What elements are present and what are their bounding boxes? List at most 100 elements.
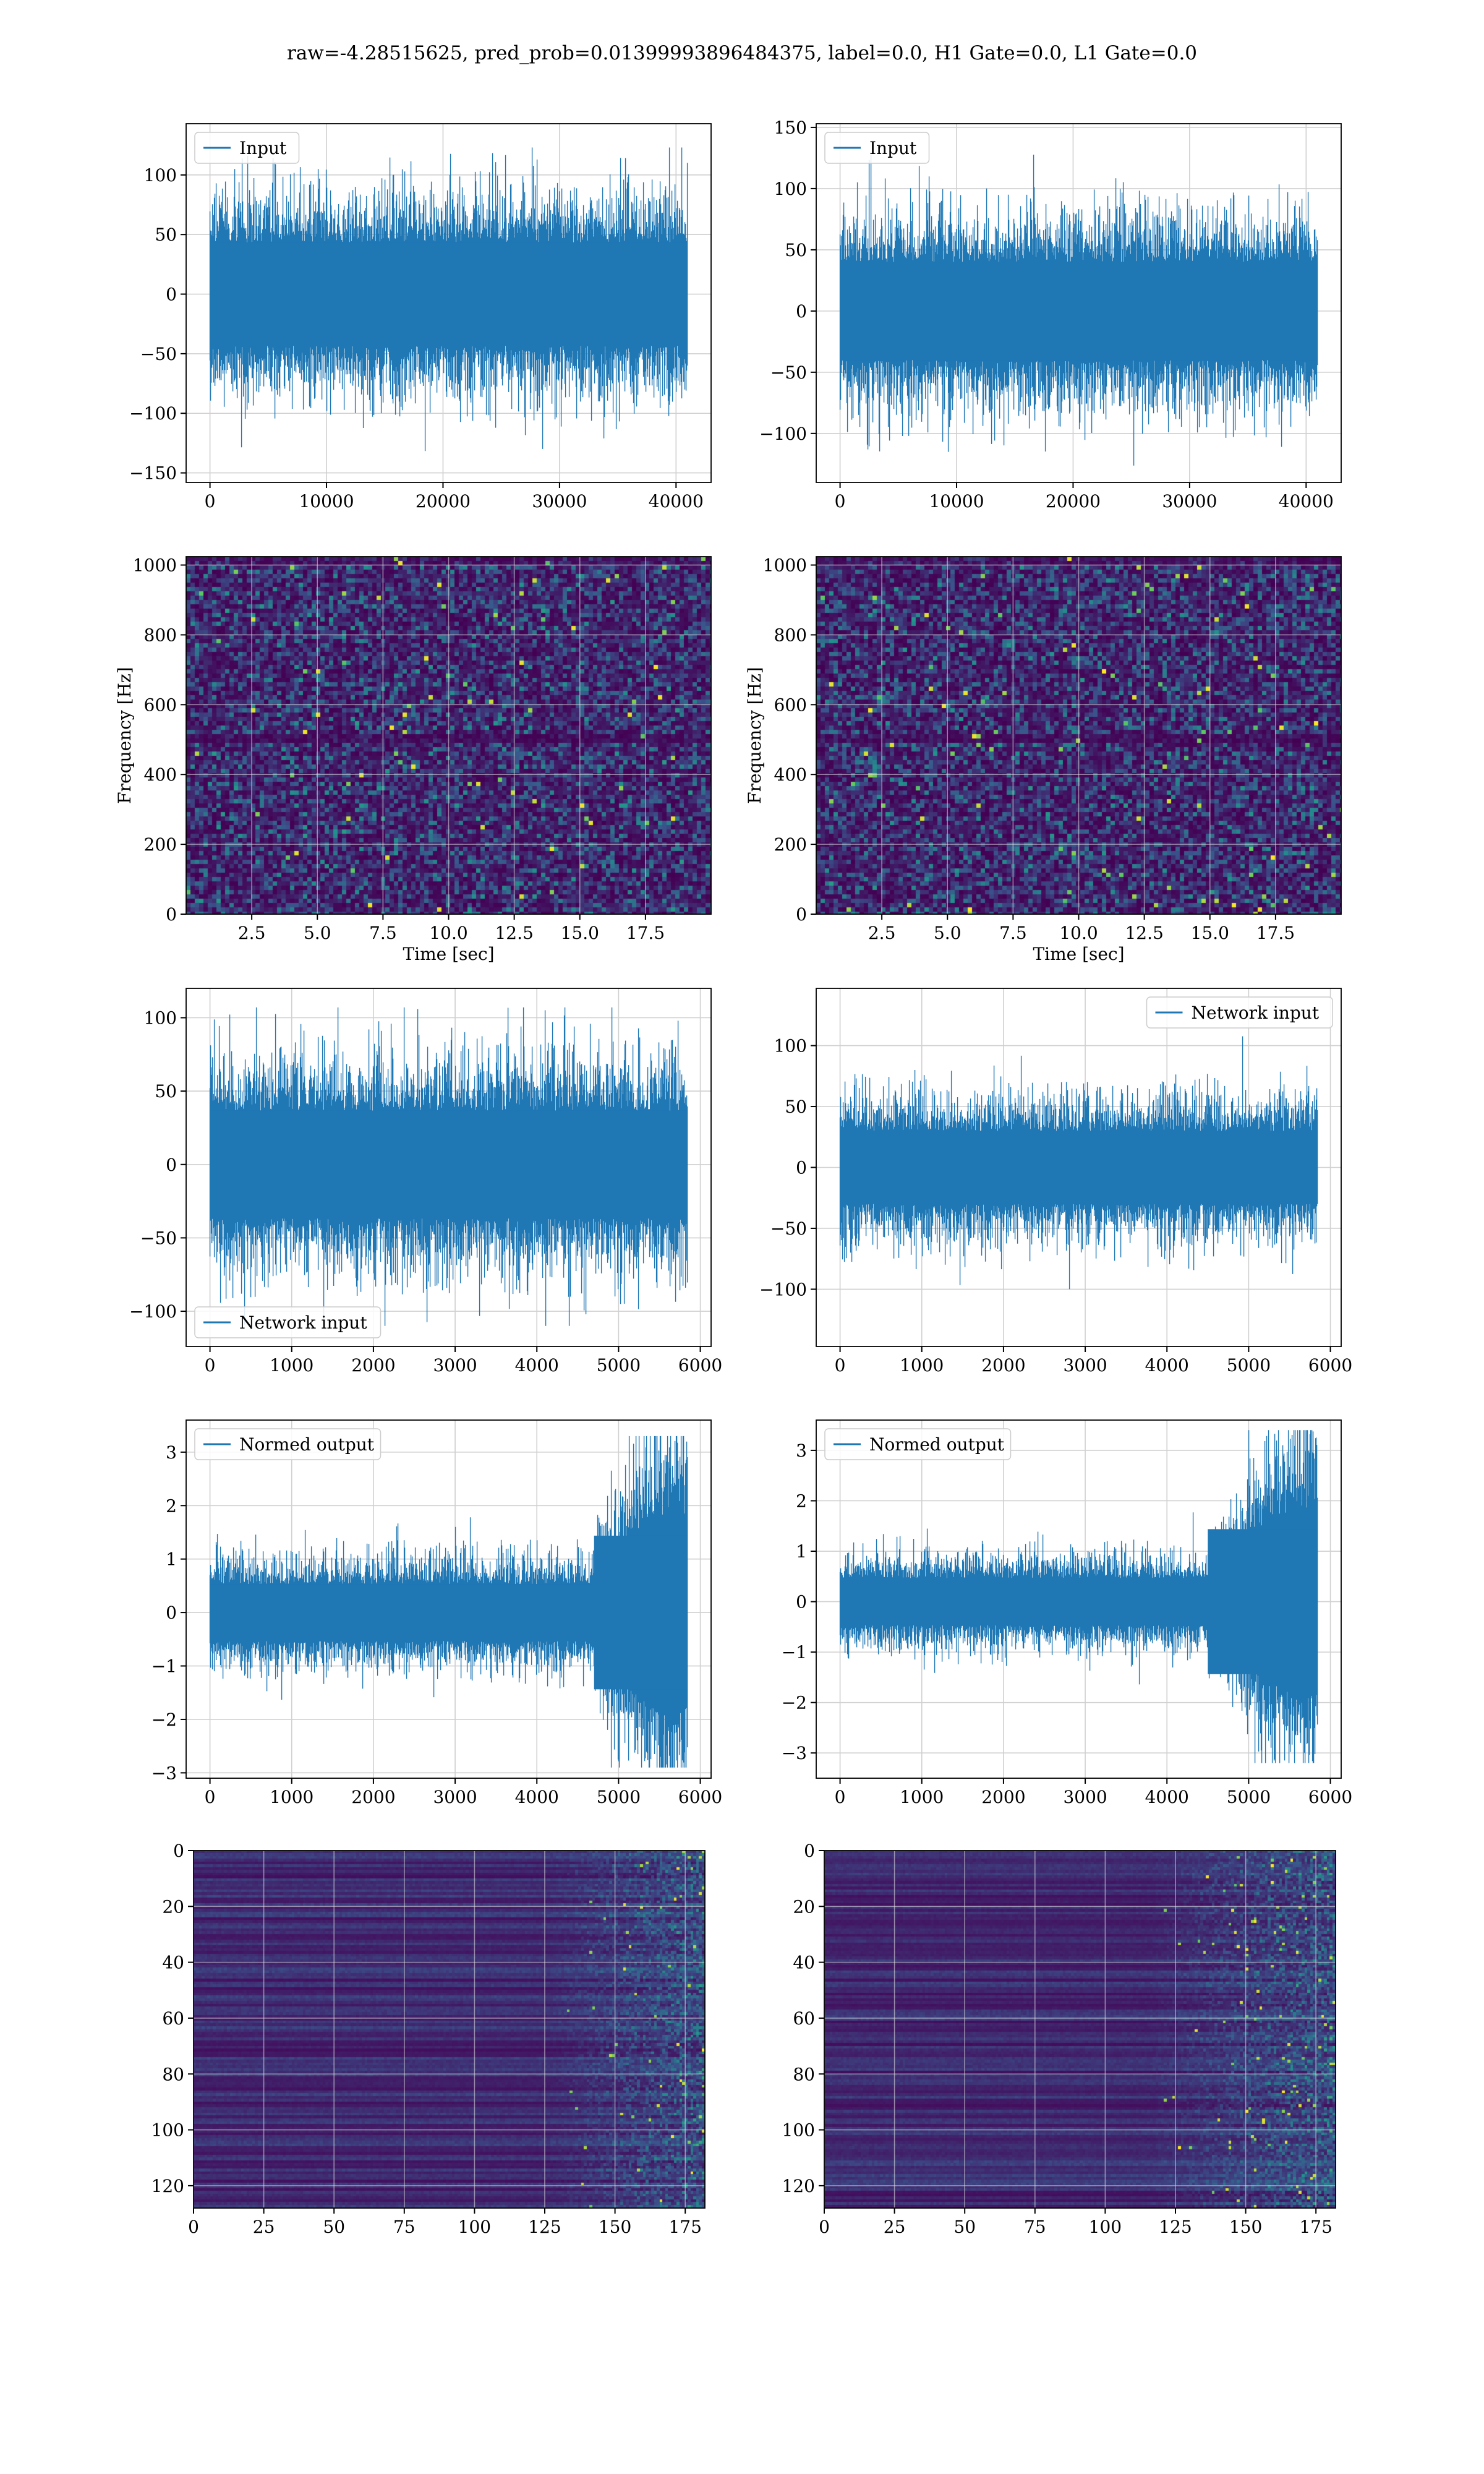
y-tick-label: 0	[166, 1155, 177, 1175]
x-tick-label: 50	[323, 2217, 345, 2237]
chart-l1-network-input: 0 1000 2000 3000 4000 5000 6000 −100 −50 0 50 100 Ne…	[759, 988, 1352, 1376]
legend-frame	[194, 1306, 382, 1338]
y-tick-label: 0	[166, 1603, 177, 1623]
x-tick-label: 4000	[515, 1355, 559, 1376]
axes-frame	[186, 1419, 712, 1779]
chart-l1-normed-output: 0 1000 2000 3000 4000 5000 6000 −3 −2 −1 0 1 2 3 Norme…	[782, 1419, 1352, 1807]
y-tick-label: 40	[162, 1953, 184, 1973]
y-tick-label: 600	[144, 695, 177, 715]
legend-label: Normed output	[239, 1434, 375, 1455]
y-tick-label: 20	[162, 1896, 184, 1917]
y-tick-label: −50	[140, 1228, 177, 1248]
x-tick-label: 2000	[351, 1787, 395, 1807]
axes-frame	[816, 988, 1342, 1347]
series-burst-body	[594, 1535, 688, 1690]
y-tick-label: −50	[770, 362, 807, 383]
x-tick-label: 10000	[299, 491, 354, 511]
heatmap-image	[194, 1851, 705, 2208]
y-tick-label: 0	[796, 1158, 807, 1178]
y-tick-label: −50	[140, 344, 177, 364]
x-tick-label: 5000	[597, 1355, 641, 1376]
x-tick-label: 5000	[1227, 1787, 1271, 1807]
x-tick-label: 10.0	[429, 923, 467, 943]
y-tick-label: 0	[166, 285, 177, 305]
x-tick-label: 30000	[1162, 491, 1217, 511]
chart-h1-network-input: 0 1000 2000 3000 4000 5000 6000 −100 −50 0 50 100 Ne…	[129, 988, 722, 1376]
y-tick-label: −100	[129, 403, 177, 424]
chart-h1-spectrogram: 2.5 5.0 7.5 10.0 12.5 15.0 17.5 0 200 400 600 800 10…	[114, 555, 712, 964]
x-tick-label: 4000	[1145, 1787, 1189, 1807]
series-body	[840, 262, 1318, 361]
x-tick-label: 3000	[1063, 1787, 1107, 1807]
y-tick-label: 200	[144, 834, 177, 855]
x-tick-label: 175	[1299, 2217, 1332, 2237]
y-tick-label: 200	[774, 834, 807, 855]
y-tick-label: 50	[155, 1081, 177, 1102]
y-tick-label: 2	[166, 1496, 177, 1516]
legend-frame	[1146, 996, 1333, 1029]
legend-label: Normed output	[869, 1434, 1005, 1455]
legend-label: Network input	[1192, 1003, 1320, 1023]
axes-frame	[193, 1850, 706, 2209]
x-tick-label: 0	[835, 1787, 846, 1807]
x-tick-label: 0	[835, 1355, 846, 1376]
x-tick-label: 15.0	[561, 923, 599, 943]
x-tick-label: 0	[205, 1787, 216, 1807]
y-tick-label: −1	[151, 1656, 177, 1677]
y-tick-label: 3	[796, 1440, 807, 1461]
y-tick-label: 0	[796, 301, 807, 322]
y-tick-label: 60	[793, 2008, 815, 2029]
x-tick-label: 50	[953, 2217, 976, 2237]
x-tick-label: 3000	[433, 1787, 477, 1807]
x-tick-label: 25	[253, 2217, 275, 2237]
axes-frame	[816, 1419, 1342, 1779]
x-tick-label: 1000	[900, 1787, 944, 1807]
legend-frame	[824, 1428, 1012, 1460]
y-tick-label: 800	[144, 625, 177, 645]
y-tick-label: 100	[774, 179, 807, 199]
legend-frame	[194, 132, 300, 164]
y-tick-label: 0	[796, 904, 807, 925]
axes-frame	[186, 556, 712, 915]
axes-frame	[816, 123, 1342, 483]
y-tick-label: 40	[793, 1953, 815, 1973]
series-body	[210, 242, 688, 346]
y-tick-label: −150	[129, 463, 177, 484]
x-tick-label: 6000	[1308, 1355, 1352, 1376]
y-tick-label: 100	[782, 2120, 815, 2141]
y-tick-label: 100	[144, 165, 177, 186]
y-tick-label: 0	[166, 904, 177, 925]
x-tick-label: 40000	[1279, 491, 1334, 511]
x-tick-label: 100	[458, 2217, 491, 2237]
x-tick-label: 2.5	[868, 923, 896, 943]
series-body	[840, 1131, 1318, 1204]
y-tick-label: −2	[151, 1710, 177, 1730]
x-tick-label: 3000	[1063, 1355, 1107, 1376]
x-tick-label: 20000	[1046, 491, 1101, 511]
y-tick-label: 800	[774, 625, 807, 645]
x-tick-label: 40000	[649, 491, 704, 511]
y-tick-label: 100	[144, 1008, 177, 1028]
x-tick-label: 10000	[929, 491, 984, 511]
y-tick-label: 60	[162, 2008, 184, 2029]
chart-h1-normed-output: 0 1000 2000 3000 4000 5000 6000 −3 −2 −1 0 1 2 3 Norme…	[151, 1419, 722, 1807]
x-tick-label: 10.0	[1059, 923, 1098, 943]
y-tick-label: 1000	[763, 555, 807, 576]
chart-h1-feature-map: 0 25 50 75 100 125 150 175 0 20 40 60 80 100 120	[151, 1841, 706, 2237]
x-tick-label: 1000	[270, 1787, 313, 1807]
x-tick-label: 75	[393, 2217, 416, 2237]
axes-frame	[824, 1850, 1336, 2209]
axes-frame	[186, 988, 712, 1347]
series-body	[210, 1110, 688, 1218]
y-tick-label: −50	[770, 1218, 807, 1239]
x-axis-label: Time [sec]	[403, 944, 494, 964]
x-tick-label: 12.5	[1125, 923, 1163, 943]
x-axis-label: Time [sec]	[1033, 944, 1124, 964]
y-tick-label: −1	[782, 1642, 807, 1663]
series-body	[210, 1584, 594, 1641]
y-axis-label: Frequency [Hz]	[744, 667, 765, 803]
legend-frame	[194, 1428, 382, 1460]
x-tick-label: 2000	[981, 1787, 1025, 1807]
legend-frame	[824, 132, 930, 164]
